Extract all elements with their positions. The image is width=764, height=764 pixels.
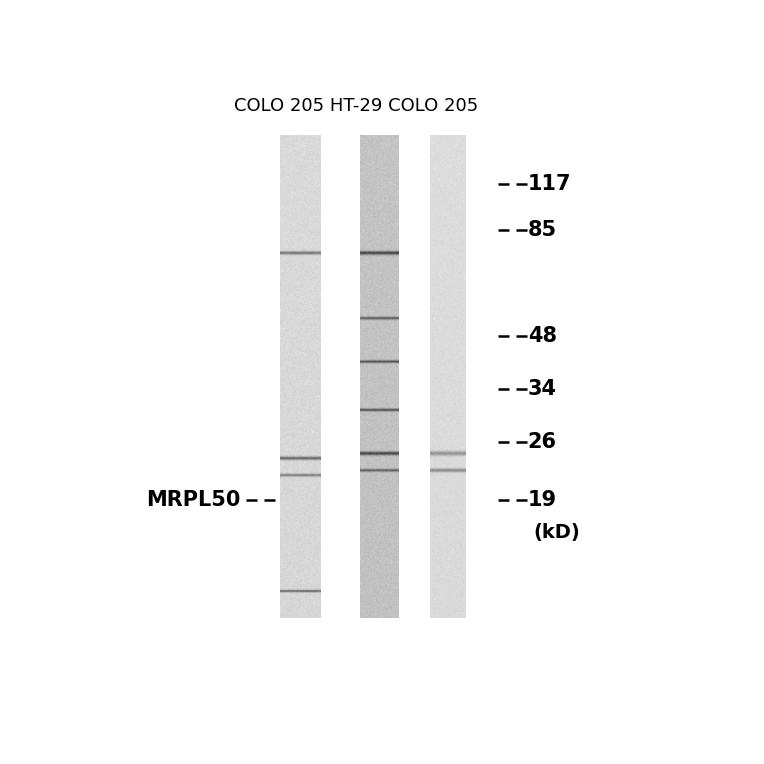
Text: COLO 205 HT-29 COLO 205: COLO 205 HT-29 COLO 205 bbox=[234, 97, 478, 115]
Text: (kD): (kD) bbox=[533, 523, 581, 542]
Text: 26: 26 bbox=[528, 432, 557, 452]
Text: 34: 34 bbox=[528, 379, 557, 399]
Text: 19: 19 bbox=[528, 490, 557, 510]
Text: 117: 117 bbox=[528, 174, 571, 194]
Text: 85: 85 bbox=[528, 220, 557, 240]
Text: 48: 48 bbox=[528, 326, 557, 346]
Text: MRPL50: MRPL50 bbox=[146, 490, 241, 510]
